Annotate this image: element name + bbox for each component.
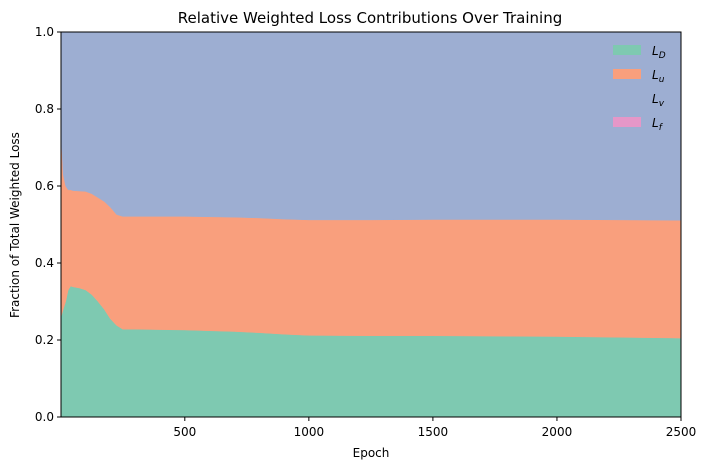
x-axis-label: Epoch: [353, 446, 390, 460]
area-series-v: [60, 31, 682, 221]
y-tick-label: 0.8: [35, 102, 54, 116]
y-tick-label: 0.4: [35, 256, 54, 270]
legend-label-v: Lv: [652, 92, 665, 109]
y-axis-label: Fraction of Total Weighted Loss: [8, 132, 22, 318]
x-tick-label: 1000: [294, 425, 325, 439]
y-tick-label: 1.0: [35, 25, 54, 39]
plot-frame: [60, 31, 682, 418]
legend-swatch-D: [613, 45, 641, 55]
legend-label-u: Lu: [652, 68, 665, 85]
y-axis: 0.0 0.2 0.4 0.6 0.8 1.0: [35, 25, 61, 424]
x-tick-label: 500: [173, 425, 196, 439]
y-tick-label: 0.2: [35, 333, 54, 347]
x-tick-label: 2000: [542, 425, 573, 439]
area-layer: [60, 31, 682, 418]
legend-swatch-f: [613, 117, 641, 127]
legend: LD Lu Lv Lf: [613, 44, 666, 133]
legend-swatch-v: [613, 93, 641, 103]
legend-label-D: LD: [652, 44, 666, 61]
chart-title: Relative Weighted Loss Contributions Ove…: [178, 9, 562, 27]
y-tick-label: 0.6: [35, 179, 54, 193]
x-axis: 500 1000 1500 2000 2500: [173, 417, 696, 439]
y-tick-label: 0.0: [35, 410, 54, 424]
x-tick-label: 2500: [666, 425, 697, 439]
legend-swatch-u: [613, 69, 641, 79]
legend-label-f: Lf: [652, 116, 664, 133]
x-tick-label: 1500: [418, 425, 449, 439]
